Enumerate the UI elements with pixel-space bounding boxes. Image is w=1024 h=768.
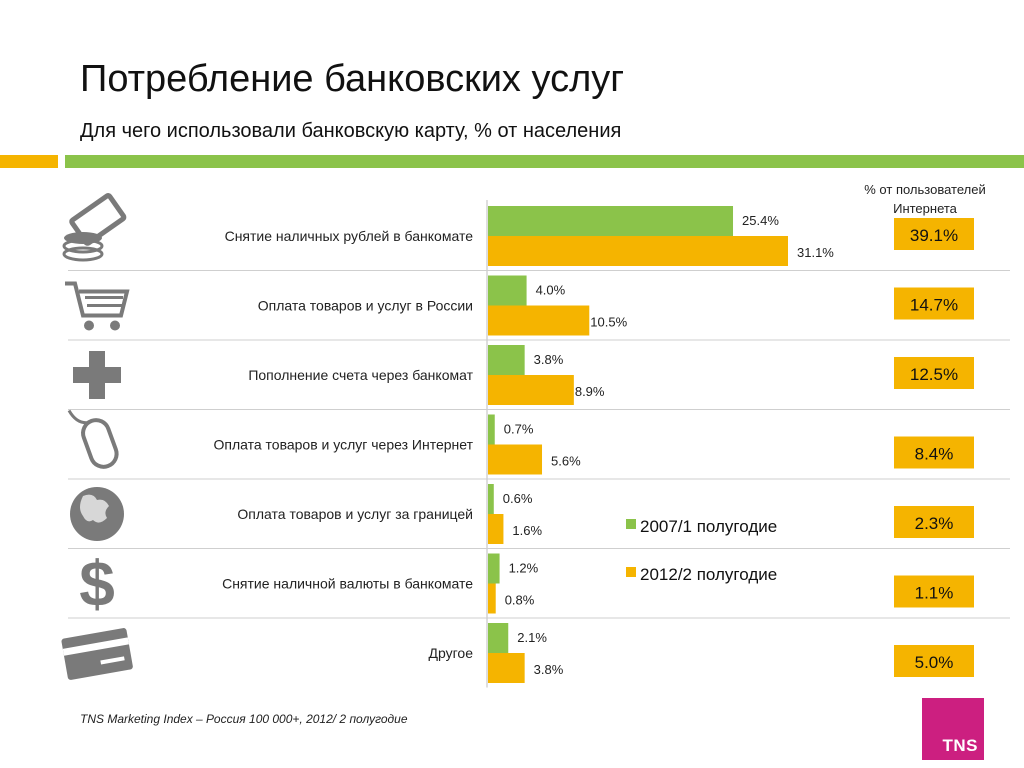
accent-bar-green xyxy=(65,155,1024,168)
internet-users-value: 12.5% xyxy=(910,365,958,384)
category-label: Оплата товаров и услуг за границей xyxy=(237,506,473,522)
internet-users-box xyxy=(894,645,974,677)
bar-2012 xyxy=(488,305,590,336)
data-label-2012: 10.5% xyxy=(590,315,627,330)
category-label: Снятие наличных рублей в банкомате xyxy=(225,228,474,244)
cross-horizontal xyxy=(73,367,121,383)
bar-2007 xyxy=(488,275,527,306)
data-label-2007: 0.7% xyxy=(504,422,534,437)
bar-2012 xyxy=(488,653,525,683)
bar-2007 xyxy=(488,345,525,375)
legend-label-2012: 2012/2 полугодие xyxy=(640,565,777,584)
data-label-2012: 1.6% xyxy=(512,523,542,538)
bar-chart: Снятие наличных рублей в банкомате 25.4% 3… xyxy=(61,193,1010,688)
internet-header-line-2: Интернета xyxy=(893,201,957,216)
cart-body xyxy=(65,281,130,318)
cart-wheel xyxy=(110,320,120,331)
internet-users-box xyxy=(894,357,974,389)
mouse-body xyxy=(81,418,119,469)
internet-header-line-1: % от пользователей xyxy=(864,182,986,197)
data-label-2012: 0.8% xyxy=(505,593,535,608)
data-label-2007: 4.0% xyxy=(536,283,566,298)
category-label: Оплата товаров и услуг в России xyxy=(258,298,473,314)
data-label-2012: 8.9% xyxy=(575,384,605,399)
bar-2012 xyxy=(488,236,788,266)
bar-2012 xyxy=(488,514,504,544)
mouse-icon xyxy=(67,409,119,469)
internet-users-value: 39.1% xyxy=(910,226,958,245)
source-note: TNS Marketing Index – Россия 100 000+, 2… xyxy=(80,712,408,726)
category-label: Оплата товаров и услуг через Интернет xyxy=(213,437,473,453)
bar-2012 xyxy=(488,444,543,475)
bar-2007 xyxy=(488,553,500,584)
internet-users-box xyxy=(894,218,974,250)
data-label-2007: 1.2% xyxy=(509,561,539,576)
internet-users-box xyxy=(894,287,974,320)
tns-logo: TNS xyxy=(922,698,984,760)
category-label: Другое xyxy=(429,645,474,661)
category-label: Пополнение счета через банкомат xyxy=(248,367,473,383)
page-subtitle: Для чего использовали банковскую карту, … xyxy=(80,120,622,142)
legend-swatch-2012 xyxy=(626,567,636,577)
data-label-2007: 3.8% xyxy=(534,352,564,367)
tns-logo-text: TNS xyxy=(942,736,978,755)
legend-label-2007: 2007/1 полугодие xyxy=(640,517,777,536)
card-group xyxy=(61,628,133,680)
bar-2007 xyxy=(488,206,734,236)
data-label-2007: 25.4% xyxy=(742,213,779,228)
card-stripe xyxy=(62,637,129,656)
dollar-glyph: $ xyxy=(79,548,115,620)
internet-users-box xyxy=(894,575,974,608)
bar-2007 xyxy=(488,623,509,653)
plus-cross-icon xyxy=(73,351,121,399)
internet-users-value: 1.1% xyxy=(915,584,954,603)
bar-2012 xyxy=(488,583,496,614)
globe-icon xyxy=(70,487,124,541)
internet-users-header: % от пользователей Интернета xyxy=(845,180,1005,218)
cart-grid xyxy=(85,296,123,307)
bar-2007 xyxy=(488,414,495,445)
accent-bar-orange xyxy=(0,155,58,168)
page-title: Потребление банковских услуг xyxy=(80,58,625,100)
mouse-cable xyxy=(67,409,90,425)
data-label-2007: 2.1% xyxy=(517,630,547,645)
coin-shape xyxy=(62,246,104,262)
internet-users-value: 5.0% xyxy=(915,653,954,672)
data-label-2012: 5.6% xyxy=(551,454,581,469)
legend-swatch-2007 xyxy=(626,519,636,529)
data-label-2012: 3.8% xyxy=(534,662,564,677)
bar-2012 xyxy=(488,375,574,405)
internet-users-box xyxy=(894,436,974,469)
internet-users-value: 14.7% xyxy=(910,296,958,315)
data-label-2012: 31.1% xyxy=(797,245,834,260)
internet-users-value: 2.3% xyxy=(915,514,954,533)
cart-wheel xyxy=(84,320,94,331)
category-label: Снятие наличной валюты в банкомате xyxy=(222,576,473,592)
globe-land xyxy=(80,494,109,523)
internet-users-box xyxy=(894,506,974,538)
card-signature xyxy=(100,656,125,665)
internet-users-value: 8.4% xyxy=(915,445,954,464)
credit-card-icon xyxy=(61,628,133,680)
data-label-2007: 0.6% xyxy=(503,491,533,506)
coin-shape xyxy=(62,238,104,254)
shopping-cart-icon xyxy=(65,281,130,331)
bar-2007 xyxy=(488,484,494,514)
dollar-icon: $ xyxy=(79,548,115,620)
money-icon xyxy=(62,193,127,262)
